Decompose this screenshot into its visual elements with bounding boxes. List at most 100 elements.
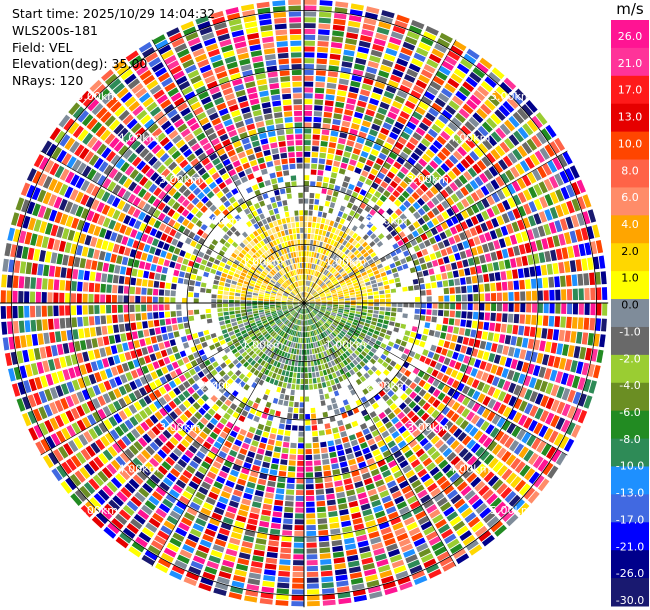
velocity-gate [460,507,473,519]
velocity-gate [459,530,472,542]
velocity-gate [175,527,188,537]
velocity-gate [415,510,427,520]
velocity-gate [100,315,107,325]
velocity-gate [337,449,345,457]
velocity-gate [471,521,484,533]
velocity-gate [323,224,329,231]
velocity-gate [526,138,538,151]
velocity-gate [344,305,350,308]
velocity-gate [358,175,367,183]
velocity-gate [80,194,90,206]
velocity-gate [56,464,68,478]
velocity-gate [225,278,232,284]
velocity-gate [315,322,320,328]
velocity-gate [521,362,530,373]
velocity-gate [479,507,492,519]
velocity-gate [331,292,337,296]
velocity-gate [458,464,469,475]
velocity-gate [410,459,421,468]
velocity-gate [313,122,321,129]
velocity-gate [294,305,299,308]
velocity-gate [306,280,309,286]
velocity-gate [231,390,239,397]
velocity-gate [398,345,405,353]
velocity-gate [578,243,586,257]
velocity-gate [288,315,293,320]
velocity-gate [80,208,90,220]
velocity-gate [272,287,278,292]
velocity-gate [314,105,323,111]
velocity-gate [304,355,308,361]
velocity-gate [343,291,349,295]
velocity-gate [306,560,318,566]
velocity-gate [454,278,461,286]
velocity-gate [106,481,118,493]
velocity-gate [145,478,157,489]
velocity-gate [398,52,411,62]
velocity-gate [313,277,317,283]
velocity-gate [425,112,436,122]
velocity-gate [356,455,365,463]
velocity-gate [365,354,372,361]
velocity-gate [340,430,348,438]
velocity-gate [394,95,406,104]
velocity-gate [154,378,163,388]
velocity-gate [337,419,344,427]
velocity-gate [118,385,127,396]
velocity-gate [389,74,402,83]
velocity-gate [383,500,395,509]
velocity-gate [309,337,313,343]
velocity-gate [248,476,258,483]
velocity-gate [112,400,122,411]
velocity-gate [503,119,516,132]
velocity-gate [369,97,380,106]
velocity-gate [141,296,147,303]
velocity-gate [335,249,341,256]
velocity-gate [296,337,299,343]
velocity-gate [366,525,378,534]
velocity-gate [276,588,289,595]
velocity-gate [539,340,546,352]
velocity-gate [350,305,356,308]
velocity-gate [321,275,326,281]
velocity-gate [429,466,440,477]
velocity-gate [328,183,335,190]
velocity-gate [307,307,312,311]
velocity-gate [366,331,373,337]
velocity-gate [450,440,460,450]
velocity-gate [477,274,484,283]
velocity-gate [453,326,460,335]
velocity-gate [305,314,308,320]
velocity-gate [146,235,154,245]
velocity-gate [191,475,202,485]
velocity-gate [424,322,431,329]
velocity-gate [112,274,119,284]
velocity-gate [87,386,96,398]
velocity-gate [460,277,466,285]
velocity-gate [95,438,106,451]
velocity-gate [399,581,413,591]
velocity-gate [299,308,302,314]
velocity-gate [381,276,388,281]
velocity-gate [418,74,430,84]
velocity-gate [118,323,125,333]
velocity-gate [232,338,239,344]
velocity-gate [361,271,368,277]
velocity-gate [384,265,391,271]
velocity-gate [456,63,470,75]
velocity-gate [235,332,242,338]
velocity-gate [264,348,270,355]
velocity-gate [318,17,331,24]
velocity-gate [181,424,191,433]
velocity-gate [479,340,487,350]
velocity-gate [367,292,373,296]
velocity-gate [252,305,258,309]
velocity-gate [264,307,270,310]
velocity-gate [187,377,196,386]
velocity-gate [412,220,421,229]
velocity-gate [502,100,515,113]
velocity-gate [293,299,299,302]
velocity-gate [298,361,301,367]
velocity-gate [366,229,373,237]
velocity-gate [108,335,116,345]
